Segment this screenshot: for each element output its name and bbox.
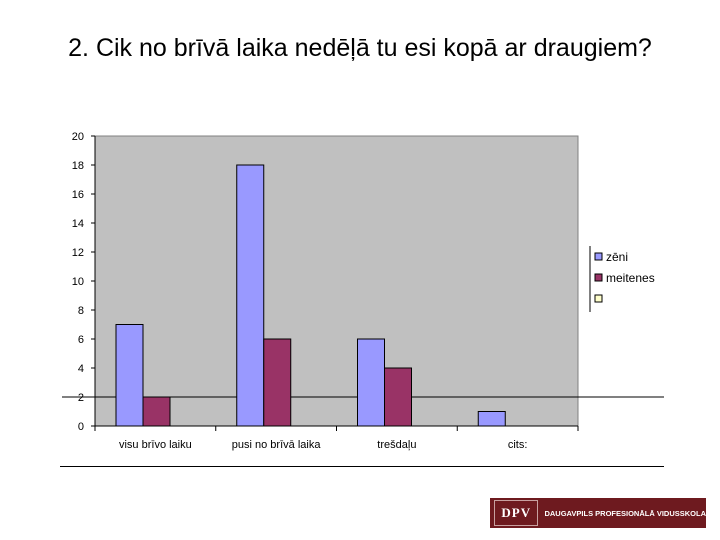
divider-line (60, 466, 664, 467)
y-tick-label: 12 (72, 247, 84, 259)
logo-text: DAUGAVPILS PROFESIONĀLĀ VIDUSSKOLA (544, 508, 706, 518)
y-tick-label: 6 (78, 334, 84, 346)
x-tick-label: cits: (508, 439, 528, 451)
legend-swatch (594, 294, 603, 303)
legend-label: zēni (606, 250, 628, 264)
y-tick-label: 0 (78, 421, 84, 433)
bar (357, 338, 385, 427)
x-tick-label: trešdaļu (377, 439, 416, 451)
bar (477, 411, 506, 427)
y-tick-label: 2 (78, 392, 84, 404)
x-tick-label: pusi no brīvā laika (232, 439, 322, 451)
y-tick-label: 14 (72, 218, 84, 230)
plot-area (94, 135, 579, 427)
bar (236, 164, 265, 427)
y-tick-label: 10 (72, 276, 84, 288)
chart-title: 2. Cik no brīvā laika nedēļā tu esi kopā… (68, 34, 652, 62)
legend-swatch (594, 252, 603, 261)
legend-swatch (594, 273, 603, 282)
legend-label: meitenes (606, 271, 655, 285)
bar (384, 367, 412, 427)
bar (142, 396, 171, 427)
y-tick-label: 16 (72, 189, 84, 201)
school-logo: DPV DAUGAVPILS PROFESIONĀLĀ VIDUSSKOLA (490, 498, 706, 528)
bar (115, 324, 144, 427)
x-tick-label: visu brīvo laiku (119, 439, 192, 451)
logo-mark: DPV (494, 500, 539, 526)
y-tick-label: 4 (78, 363, 84, 375)
y-tick-label: 18 (72, 160, 84, 172)
bar (263, 338, 292, 427)
y-tick-label: 8 (78, 305, 84, 317)
y-tick-label: 20 (72, 131, 84, 143)
